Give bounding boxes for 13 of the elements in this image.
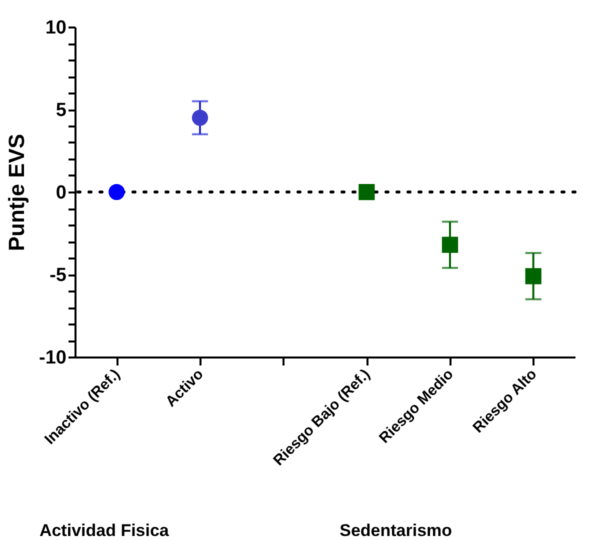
y-tick-label: -10: [39, 348, 66, 368]
y-tick-label: 10: [45, 18, 66, 38]
point: [442, 236, 458, 253]
text: Actividad Fisica: [39, 521, 170, 540]
y-tick-label: 5: [56, 100, 67, 121]
point: [358, 184, 375, 200]
y-tick-label: 0: [56, 182, 66, 204]
y-axis-title: Puntje EVS: [4, 134, 30, 252]
point: [525, 268, 542, 284]
y-tick-label: -5: [50, 265, 67, 286]
point: [108, 184, 125, 200]
text: Sedentarismo: [340, 521, 452, 540]
point: [192, 110, 208, 126]
